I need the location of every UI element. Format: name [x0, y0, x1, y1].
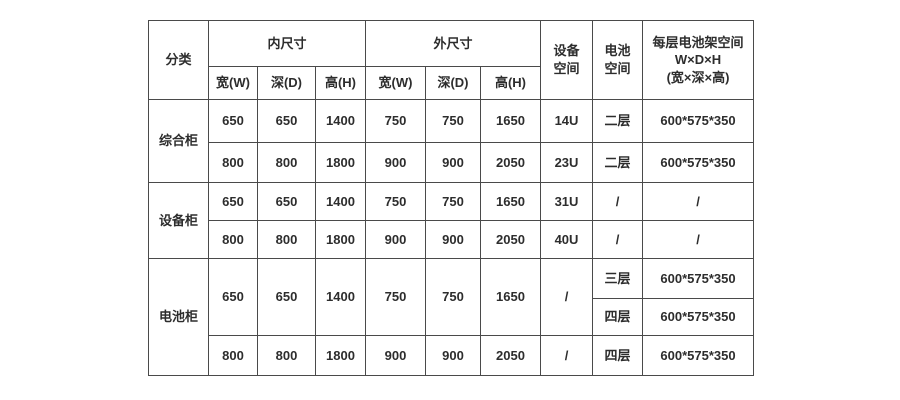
table-row: 设备柜 650 650 1400 750 750 1650 31U / / [148, 182, 754, 259]
table-cell: 900 [425, 335, 481, 376]
header-rack-space-line3: (宽×深×高) [666, 69, 730, 85]
table-cell: 750 [425, 99, 481, 143]
table-row: 800 800 1800 900 900 2050 40U / / [149, 220, 754, 259]
table-cell: 800 [257, 335, 316, 376]
table-cell: 2050 [480, 142, 541, 183]
table-row: 综合柜 650 650 1400 750 750 1650 14U 二层 600… [148, 99, 754, 183]
table-cell: 二层 [592, 142, 643, 183]
table-cell: 800 [257, 220, 316, 259]
table-cell: 800 [257, 142, 316, 183]
table-cell: 750 [365, 182, 426, 221]
header-inner-dimensions: 内尺寸 [208, 20, 366, 67]
table-row: 800 800 1800 900 900 2050 / 四层 600*575*3… [149, 335, 754, 376]
header-inner-height: 高(H) [315, 66, 366, 100]
table-cell: 900 [365, 220, 426, 259]
table-cell: 800 [208, 220, 258, 259]
table-cell: 四层 [592, 335, 643, 376]
table-cell: / [592, 182, 643, 221]
table-cell: 1400 [315, 258, 366, 336]
table-cell: 2050 [480, 220, 541, 259]
table-cell: / [540, 258, 593, 336]
table-cell: / [540, 335, 593, 376]
header-device-space: 设备 空间 [540, 20, 593, 100]
table-cell: 750 [425, 258, 481, 336]
table-cell: 600*575*350 [642, 335, 754, 376]
table-cell: 650 [257, 182, 316, 221]
table-cell: 750 [365, 258, 426, 336]
table-cell: 650 [257, 99, 316, 143]
table-cell: 650 [208, 182, 258, 221]
table-row: 四层 600*575*350 [149, 298, 754, 336]
header-outer-height: 高(H) [480, 66, 541, 100]
header-inner-width: 宽(W) [208, 66, 258, 100]
table-cell: 1400 [315, 182, 366, 221]
table-cell: / [592, 220, 643, 259]
header-row-subcolumns: 宽(W) 深(D) 高(H) 宽(W) 深(D) 高(H) [149, 66, 754, 100]
header-outer-width: 宽(W) [365, 66, 426, 100]
header-battery-space-line1: 电池 [604, 43, 631, 59]
header-rack-space-line1: 每层电池架空间 [652, 34, 744, 50]
table-cell: 1800 [315, 335, 366, 376]
table-cell: 1800 [315, 142, 366, 183]
header-rack-space-line2: W×D×H [674, 52, 722, 68]
table-cell: / [642, 182, 754, 221]
header-battery-space: 电池 空间 [592, 20, 643, 100]
header-device-space-line1: 设备 [553, 43, 580, 59]
table-cell: 三层 [592, 258, 643, 299]
table-cell: 1650 [480, 99, 541, 143]
table-cell: 1650 [480, 182, 541, 221]
table-cell: 900 [365, 142, 426, 183]
category-equipment-cabinet: 设备柜 [148, 182, 209, 259]
table-cell: 900 [425, 220, 481, 259]
table-cell: 二层 [592, 99, 643, 143]
header-outer-dimensions: 外尺寸 [365, 20, 541, 67]
table-cell: 900 [425, 142, 481, 183]
table-cell: 650 [257, 258, 316, 336]
category-battery-cabinet: 电池柜 [148, 258, 209, 376]
table-row: 电池柜 650 650 1400 750 750 1650 / 三层 600*5… [148, 258, 754, 376]
header-category: 分类 [148, 20, 209, 100]
table-cell: 650 [208, 258, 258, 336]
table-row: 800 800 1800 900 900 2050 23U 二层 600*575… [149, 142, 754, 183]
table-cell: 750 [425, 182, 481, 221]
table-cell: 600*575*350 [642, 258, 754, 299]
header-outer-depth: 深(D) [425, 66, 481, 100]
table-cell: 14U [540, 99, 593, 143]
table-cell: 600*575*350 [642, 142, 754, 183]
header-row-groups: 分类 内尺寸 外尺寸 设备 空间 电池 空间 每层电池架空间 W×D×H (宽×… [148, 20, 754, 100]
table-cell: 800 [208, 335, 258, 376]
table-cell: 600*575*350 [642, 298, 754, 336]
table-cell: 1800 [315, 220, 366, 259]
category-combined-cabinet: 综合柜 [148, 99, 209, 183]
table-cell: 2050 [480, 335, 541, 376]
header-device-space-line2: 空间 [553, 61, 580, 76]
table-cell: 600*575*350 [642, 99, 754, 143]
header-battery-space-line2: 空间 [604, 61, 631, 76]
table-cell: 650 [208, 99, 258, 143]
table-cell: 四层 [592, 298, 643, 336]
table-cell: 800 [208, 142, 258, 183]
table-cell: 23U [540, 142, 593, 183]
table-cell: 1400 [315, 99, 366, 143]
table-cell: 40U [540, 220, 593, 259]
table-cell: 750 [365, 99, 426, 143]
header-rack-space: 每层电池架空间 W×D×H (宽×深×高) [642, 20, 754, 100]
table-cell: / [642, 220, 754, 259]
header-inner-depth: 深(D) [257, 66, 316, 100]
table-cell: 1650 [480, 258, 541, 336]
table-cell: 31U [540, 182, 593, 221]
cabinet-spec-table: 分类 内尺寸 外尺寸 设备 空间 电池 空间 每层电池架空间 W×D×H (宽×… [148, 20, 754, 376]
table-cell: 900 [365, 335, 426, 376]
